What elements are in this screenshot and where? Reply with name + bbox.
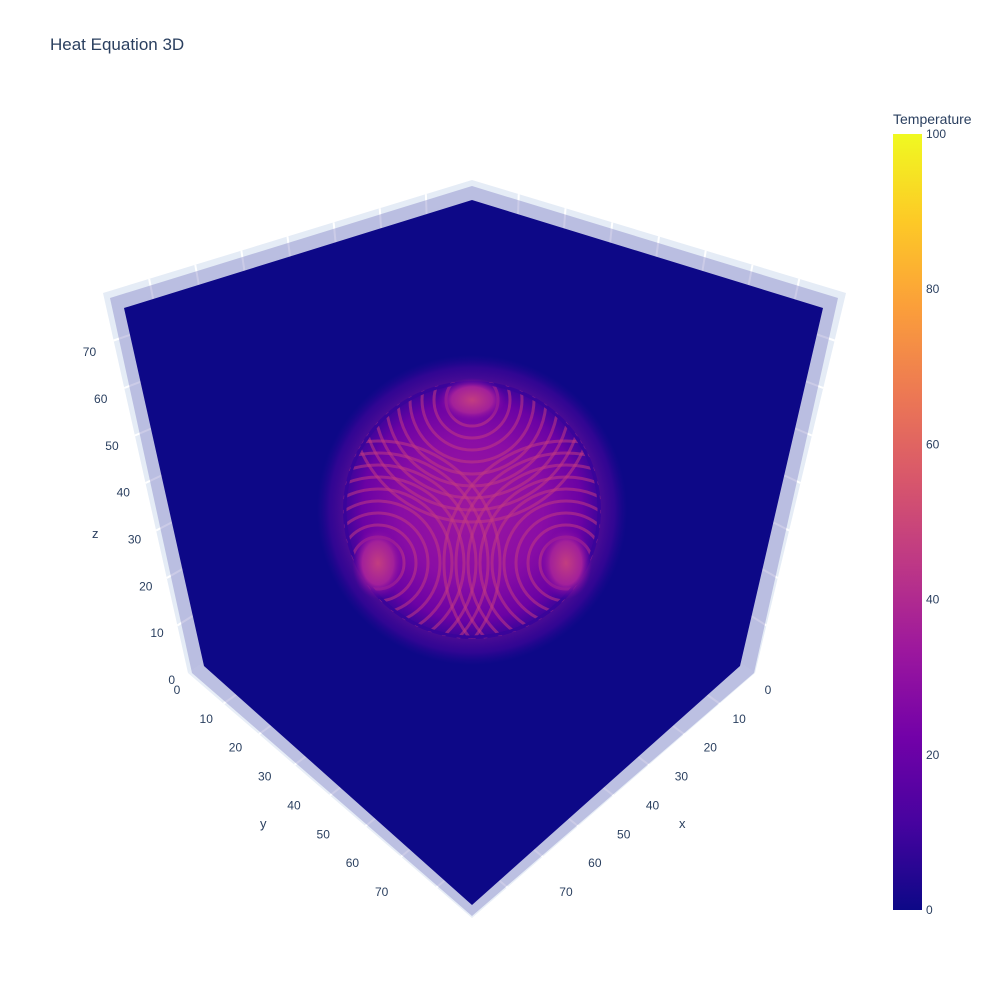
hot-spot-top: [438, 378, 506, 422]
x-tick-label: 0: [765, 683, 772, 697]
colorbar-title: Temperature: [893, 111, 972, 127]
chart-title: Heat Equation 3D: [50, 35, 184, 54]
hot-spot-right: [540, 527, 592, 599]
z-axis-ticks: 0 10 20 30 40 50 60 70: [83, 345, 176, 687]
x-tick-label: 50: [617, 827, 631, 841]
sphere-band: [466, 463, 601, 639]
y-tick-label: 70: [375, 885, 389, 899]
x-tick-label: 10: [732, 712, 746, 726]
colorbar-tick-label: 80: [926, 282, 940, 296]
x-tick-label: 40: [646, 798, 660, 812]
y-tick-label: 30: [258, 770, 272, 784]
z-tick-label: 10: [150, 626, 164, 640]
sphere-band: [343, 451, 490, 639]
x-axis-ticks: 0 10 20 30 40 50 60 70: [559, 683, 771, 899]
x-axis-title: x: [679, 816, 686, 831]
sphere-band: [343, 475, 466, 639]
sphere-band: [432, 381, 512, 440]
hot-spot-left: [352, 527, 404, 599]
y-axis-title: y: [260, 816, 267, 831]
y-tick-label: 20: [229, 741, 243, 755]
y-axis-ticks: 0 10 20 30 40 50 60 70: [174, 683, 389, 899]
z-tick-label: 70: [83, 345, 97, 359]
sphere-band: [454, 451, 601, 639]
sphere-band: [478, 475, 601, 639]
y-tick-label: 10: [200, 712, 214, 726]
z-tick-label: 20: [139, 579, 153, 593]
z-tick-label: 40: [117, 486, 131, 500]
y-tick-label: 60: [346, 856, 360, 870]
sphere-band: [442, 439, 601, 639]
y-tick-label: 0: [174, 683, 181, 697]
sphere-band: [343, 463, 478, 639]
z-tick-label: 50: [105, 439, 119, 453]
x-tick-label: 60: [588, 856, 602, 870]
x-tick-label: 20: [704, 741, 718, 755]
z-tick-label: 30: [128, 532, 142, 546]
colorbar: Temperature 0 20 40 60 80 100: [893, 111, 972, 917]
y-tick-label: 50: [317, 827, 331, 841]
colorbar-tick-label: 100: [926, 127, 946, 141]
colorbar-gradient: [893, 134, 922, 910]
z-axis-title: z: [92, 526, 99, 541]
sphere-band: [420, 381, 524, 452]
colorbar-tick-label: 40: [926, 593, 940, 607]
colorbar-tick-label: 0: [926, 903, 933, 917]
colorbar-tick-label: 20: [926, 748, 940, 762]
z-tick-label: 0: [168, 673, 175, 687]
sphere-band: [343, 439, 502, 639]
y-tick-label: 40: [287, 798, 301, 812]
x-tick-label: 70: [559, 885, 573, 899]
x-tick-label: 30: [675, 770, 689, 784]
z-tick-label: 60: [94, 392, 108, 406]
volume-render: [110, 186, 838, 916]
colorbar-tick-label: 60: [926, 437, 940, 451]
colorbar-ticks: 0 20 40 60 80 100: [926, 127, 946, 917]
